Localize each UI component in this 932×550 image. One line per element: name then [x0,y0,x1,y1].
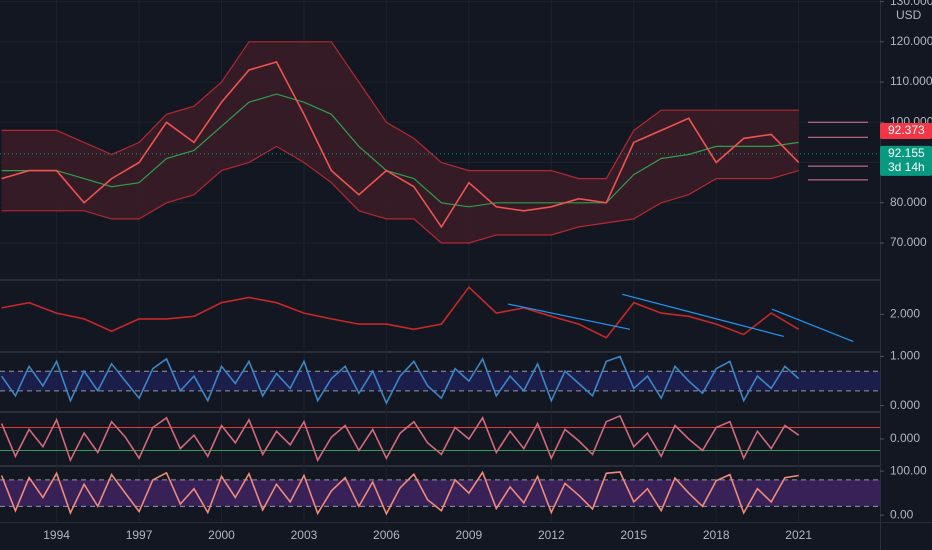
price-badge [880,122,932,139]
x-tick-label: 2012 [538,528,565,542]
x-tick-label: 1994 [43,528,70,542]
x-tick-label: 2000 [208,528,235,542]
unit-label: USD [896,8,922,22]
trendline [771,308,854,343]
series-line [1,61,800,229]
y-tick-label: 0.00 [890,507,914,521]
countdown-label: 3d 14h [888,160,925,174]
x-tick-label: 2021 [785,528,812,542]
x-tick-label: 2015 [620,528,647,542]
series-line [1,286,800,339]
trendline [622,293,784,337]
envelope-area [1,41,799,243]
x-tick-label: 1997 [126,528,153,542]
level-band [0,371,880,391]
price-badge-label: 92.155 [888,146,925,160]
x-tick-label: 2009 [456,528,483,542]
price-badge [880,145,932,176]
y-tick-label: 2.000 [890,307,920,321]
x-tick-label: 2003 [291,528,318,542]
y-tick-label: 100.00 [890,463,927,477]
y-tick-label: 120.000 [890,34,932,48]
y-tick-label: 1.000 [890,349,920,363]
trendline [507,303,631,330]
y-tick-label: 80.000 [890,195,927,209]
series-line [0,355,800,405]
y-tick-label: 110.000 [890,74,932,88]
series-line [1,93,799,208]
y-tick-label: 130.000 [890,0,932,8]
y-tick-label: 70.000 [890,235,927,249]
y-tick-label: 0.000 [890,398,920,412]
series-line [1,145,799,244]
y-tick-label: 0.000 [890,431,920,445]
series-line [0,470,799,516]
x-tick-label: 2018 [703,528,730,542]
series-line [0,414,800,463]
price-badge-label: 92.373 [888,123,925,137]
x-tick-label: 2006 [373,528,400,542]
series-line [1,41,799,180]
